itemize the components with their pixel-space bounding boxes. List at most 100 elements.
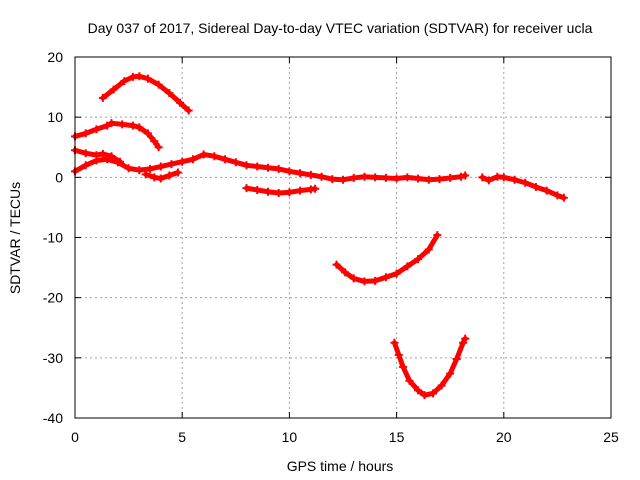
data-point <box>109 85 118 94</box>
data-point <box>156 174 165 183</box>
series-arc-low <box>390 334 470 400</box>
data-point <box>360 277 369 286</box>
data-point <box>167 160 176 169</box>
data-point <box>371 276 380 285</box>
grid <box>75 57 611 418</box>
data-point <box>435 175 444 184</box>
plot-frame <box>74 56 612 419</box>
data-point <box>461 171 470 180</box>
data-point <box>199 150 208 159</box>
series-line <box>479 174 567 201</box>
data-point <box>429 389 438 398</box>
data-point <box>135 166 144 175</box>
data-point <box>420 391 429 400</box>
series-arc-mid <box>332 231 442 286</box>
data-point <box>414 386 423 395</box>
data-point <box>433 231 442 240</box>
data-point <box>553 191 562 200</box>
data-point <box>317 172 326 181</box>
y-tick-label: 0 <box>55 169 63 185</box>
data-point <box>98 93 107 102</box>
y-tick-label: -30 <box>43 350 63 366</box>
data-point <box>165 171 174 180</box>
data-point <box>118 120 127 129</box>
data-point <box>113 158 122 167</box>
data-point <box>437 381 446 390</box>
data-point <box>521 178 530 187</box>
data-point <box>405 376 414 385</box>
data-point <box>399 362 408 371</box>
series-line <box>334 232 440 284</box>
data-point <box>510 175 519 184</box>
data-point <box>446 369 455 378</box>
data-point <box>231 158 240 167</box>
data-point <box>360 172 369 181</box>
data-point <box>81 149 90 158</box>
data-point <box>165 89 174 98</box>
axis-ticks: 0 5 10 15 20 25 20 10 0 -10 -20 -30 -40 <box>43 49 619 445</box>
x-tick-label: 5 <box>178 429 186 445</box>
y-axis-label: SDTVAR / TECUs <box>7 182 23 294</box>
data-point <box>459 338 468 347</box>
y-tick-label: 10 <box>47 109 63 125</box>
data-point <box>92 156 101 165</box>
data-point <box>154 143 163 152</box>
data-point <box>414 174 423 183</box>
x-tick-label: 0 <box>71 429 79 445</box>
data-point <box>403 173 412 182</box>
series-arc-upper <box>71 119 163 152</box>
data-point <box>103 155 112 164</box>
data-point <box>173 168 182 177</box>
data-point <box>392 269 401 278</box>
data-point <box>143 74 152 83</box>
data-point <box>349 274 358 283</box>
data-series <box>71 72 568 400</box>
data-point <box>146 164 155 173</box>
data-point <box>107 119 116 128</box>
data-point <box>394 350 403 359</box>
data-point <box>446 173 455 182</box>
data-point <box>135 123 144 132</box>
x-tick-label: 25 <box>603 429 619 445</box>
data-point <box>188 155 197 164</box>
data-point <box>559 193 568 202</box>
data-point <box>403 262 412 271</box>
series-arc-late <box>478 172 568 202</box>
series-arc-early <box>71 146 125 166</box>
data-point <box>296 169 305 178</box>
data-point <box>392 174 401 183</box>
data-point <box>221 155 230 164</box>
data-point <box>178 157 187 166</box>
data-point <box>156 162 165 171</box>
data-point <box>424 245 433 254</box>
data-point <box>328 175 337 184</box>
data-point <box>390 338 399 347</box>
data-point <box>124 164 133 173</box>
x-tick-label: 20 <box>496 429 512 445</box>
data-point <box>456 172 465 181</box>
data-point <box>285 188 294 197</box>
data-point <box>81 129 90 138</box>
data-point <box>120 77 129 86</box>
data-point <box>341 268 350 277</box>
data-point <box>176 98 185 107</box>
data-point <box>263 163 272 172</box>
data-point <box>349 173 358 182</box>
data-point <box>81 161 90 170</box>
series-arc-high <box>98 72 193 115</box>
series-line <box>100 73 192 114</box>
data-point <box>371 173 380 182</box>
data-point <box>478 173 487 182</box>
data-point <box>381 173 390 182</box>
data-point <box>285 167 294 176</box>
x-tick-label: 15 <box>389 429 405 445</box>
data-point <box>311 184 320 193</box>
x-tick-label: 10 <box>282 429 298 445</box>
data-point <box>531 182 540 191</box>
data-point <box>103 121 112 130</box>
y-tick-label: -10 <box>43 230 63 246</box>
data-point <box>242 184 251 193</box>
data-point <box>499 173 508 182</box>
series-arc-dip <box>141 168 182 183</box>
data-point <box>210 152 219 161</box>
